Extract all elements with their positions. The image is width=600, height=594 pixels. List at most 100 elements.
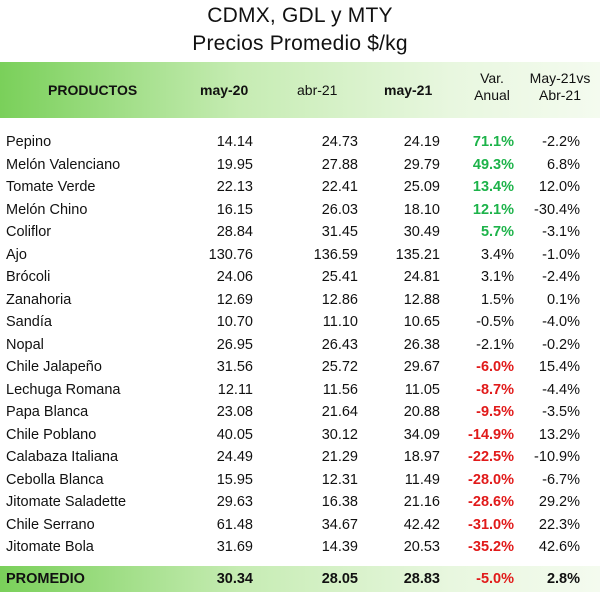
price-may20: 31.56 (216, 359, 253, 375)
product-name: Sandía (6, 314, 52, 330)
header-productos: PRODUCTOS (48, 82, 138, 98)
var-may-vs-abr: -1.0% (542, 246, 580, 263)
price-may20: 19.95 (216, 156, 253, 173)
promedio-may21: 28.83 (403, 571, 440, 587)
var-may-vs-abr: -4.0% (542, 314, 580, 330)
var-may-vs-abr: 13.2% (538, 426, 580, 443)
price-may20: 28.84 (216, 224, 253, 240)
price-may21: 20.53 (403, 539, 440, 555)
price-may21: 20.88 (403, 404, 440, 420)
header-var-line2: Anual (474, 87, 510, 103)
price-may21: 25.09 (403, 179, 440, 195)
price-abr21: 12.31 (321, 471, 358, 488)
table-title: CDMX, GDL y MTY (207, 4, 393, 27)
table-row: Coliflor 28.84 31.45 30.49 5.7% -3.1% (0, 221, 600, 244)
price-abr21: 12.86 (321, 291, 358, 308)
table-row: Chile Serrano 61.48 34.67 42.42 -31.0% 2… (0, 514, 600, 537)
product-name: Jitomate Saladette (6, 494, 127, 510)
header-may21: may-21 (384, 82, 433, 98)
var-anual: -0.5% (476, 314, 514, 330)
product-name: Melón Chino (6, 201, 88, 218)
var-may-vs-abr: 29.2% (538, 494, 580, 510)
var-anual: -8.7% (476, 381, 514, 398)
var-may-vs-abr: 0.1% (546, 291, 580, 308)
price-abr21: 25.72 (321, 359, 358, 375)
price-abr21: 26.43 (321, 336, 358, 353)
price-abr21: 25.41 (321, 269, 358, 285)
price-abr21: 11.56 (322, 381, 358, 398)
price-may21: 24.19 (403, 134, 440, 150)
price-may20: 23.08 (216, 404, 253, 420)
var-anual: 13.4% (472, 179, 514, 195)
price-may20: 26.95 (216, 336, 253, 353)
price-may21: 29.67 (403, 359, 440, 375)
price-may21: 135.21 (395, 246, 440, 263)
table-row: Chile Jalapeño 31.56 25.72 29.67 -6.0% 1… (0, 356, 600, 379)
var-anual: 3.1% (480, 269, 514, 285)
product-name: Lechuga Romana (6, 381, 121, 398)
var-anual: -6.0% (476, 359, 514, 375)
price-abr21: 11.10 (322, 314, 358, 330)
var-anual: 3.4% (480, 246, 514, 263)
table-row: Lechuga Romana 12.11 11.56 11.05 -8.7% -… (0, 379, 600, 402)
promedio-var-may-vs-abr: 2.8% (546, 571, 580, 587)
table-row: Jitomate Saladette 29.63 16.38 21.16 -28… (0, 491, 600, 514)
var-anual: 1.5% (480, 291, 514, 308)
price-may20: 31.69 (216, 539, 253, 555)
product-name: Cebolla Blanca (6, 471, 104, 488)
table-row: Jitomate Bola 31.69 14.39 20.53 -35.2% 4… (0, 536, 600, 559)
table-row: Tomate Verde 22.13 22.41 25.09 13.4% 12.… (0, 176, 600, 199)
table-row: Sandía 10.70 11.10 10.65 -0.5% -4.0% (0, 311, 600, 334)
price-may20: 130.76 (208, 246, 253, 263)
price-abr21: 30.12 (321, 426, 358, 443)
price-may21: 42.42 (403, 516, 440, 533)
price-may20: 15.95 (216, 471, 253, 488)
product-name: Nopal (6, 336, 44, 353)
price-may21: 18.10 (403, 201, 440, 218)
var-may-vs-abr: -2.2% (542, 134, 580, 150)
table-row: Zanahoria 12.69 12.86 12.88 1.5% 0.1% (0, 289, 600, 312)
product-name: Zanahoria (6, 291, 72, 308)
price-may20: 29.63 (216, 494, 253, 510)
var-anual: -22.5% (468, 449, 514, 465)
table-row: Ajo 130.76 136.59 135.21 3.4% -1.0% (0, 244, 600, 267)
price-may21: 18.97 (403, 449, 440, 465)
price-may20: 40.05 (216, 426, 253, 443)
price-may21: 26.38 (403, 336, 440, 353)
price-abr21: 27.88 (321, 156, 358, 173)
product-name: Tomate Verde (6, 179, 96, 195)
table-row: Calabaza Italiana 24.49 21.29 18.97 -22.… (0, 446, 600, 469)
price-may20: 10.70 (216, 314, 253, 330)
var-anual: -35.2% (468, 539, 514, 555)
var-anual: -31.0% (468, 516, 514, 533)
var-anual: 5.7% (480, 224, 514, 240)
table-row: Chile Poblano 40.05 30.12 34.09 -14.9% 1… (0, 424, 600, 447)
product-name: Chile Jalapeño (6, 359, 102, 375)
var-anual: -14.9% (468, 426, 514, 443)
var-anual: 12.1% (472, 201, 514, 218)
var-anual: 49.3% (472, 156, 514, 173)
header-mvs-line2: Abr-21 (538, 87, 582, 103)
var-may-vs-abr: 15.4% (538, 359, 580, 375)
product-name: Ajo (6, 246, 27, 263)
price-may20: 22.13 (216, 179, 253, 195)
price-may20: 12.69 (216, 291, 253, 308)
product-name: Papa Blanca (6, 404, 89, 420)
var-anual: 71.1% (472, 134, 514, 150)
var-anual: -28.0% (468, 471, 514, 488)
promedio-label: PROMEDIO (6, 571, 85, 587)
header-var-line1: Var. (480, 70, 504, 86)
price-may21: 21.16 (403, 494, 440, 510)
price-may20: 24.06 (216, 269, 253, 285)
price-may20: 14.14 (216, 134, 253, 150)
promedio-abr21: 28.05 (321, 571, 358, 587)
product-name: Chile Serrano (6, 516, 95, 533)
price-abr21: 22.41 (321, 179, 358, 195)
promedio-var-anual: -5.0% (476, 571, 514, 587)
table-row: Pepino 14.14 24.73 24.19 71.1% -2.2% (0, 131, 600, 154)
var-may-vs-abr: 22.3% (538, 516, 580, 533)
table-row: Papa Blanca 23.08 21.64 20.88 -9.5% -3.5… (0, 401, 600, 424)
table-footer-promedio: PROMEDIO 30.34 28.05 28.83 -5.0% 2.8% (0, 566, 600, 592)
price-may20: 61.48 (216, 516, 253, 533)
header-var-anual: Var. Anual (472, 70, 512, 104)
